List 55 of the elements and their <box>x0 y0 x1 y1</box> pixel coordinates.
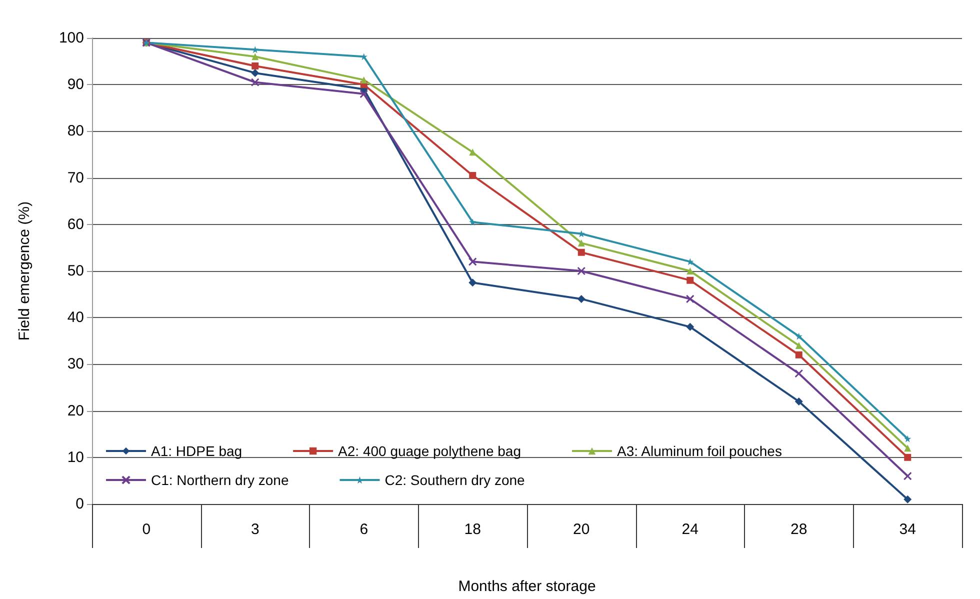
legend-label: C2: Southern dry zone <box>384 472 526 488</box>
y-tick-label: 90 <box>67 76 84 94</box>
point <box>904 444 912 452</box>
point <box>904 495 912 504</box>
point <box>904 454 912 461</box>
y-tick-label: 0 <box>76 496 84 512</box>
x-tick-label: 3 <box>250 521 260 538</box>
point <box>468 278 477 287</box>
legend-label: C1: Northern dry zone <box>151 472 289 488</box>
x-tick-label: 24 <box>682 521 698 538</box>
point <box>904 435 912 442</box>
y-tick-label: 40 <box>67 309 84 326</box>
y-tick-label: 70 <box>67 169 84 186</box>
point <box>252 53 259 60</box>
x-tick-label: 6 <box>360 521 368 538</box>
y-tick-label: 10 <box>67 448 84 466</box>
point <box>469 148 476 156</box>
point <box>360 76 368 84</box>
x-tick-label: 28 <box>790 521 808 538</box>
y-tick-label: 30 <box>67 356 84 373</box>
x-axis-title: Months after storage <box>458 578 596 595</box>
point <box>469 218 476 226</box>
point <box>795 342 802 350</box>
legend-label: A2: 400 guage polythene bag <box>338 443 521 459</box>
y-tick-label: 60 <box>67 216 84 233</box>
y-tick-label: 80 <box>67 122 84 140</box>
point <box>794 369 804 378</box>
x-tick-label: 0 <box>142 521 151 538</box>
point <box>468 257 477 266</box>
x-tick-label: 20 <box>573 521 590 538</box>
point <box>360 90 368 98</box>
point <box>252 62 259 70</box>
point <box>903 472 912 480</box>
y-tick-label: 20 <box>67 402 84 420</box>
point <box>469 172 476 179</box>
point <box>577 266 586 276</box>
y-axis-title: Field emergence (%) <box>16 201 33 341</box>
point <box>795 332 802 340</box>
y-tick-label: 50 <box>67 262 84 280</box>
legend-label: A3: Aluminum foil pouches <box>616 443 782 459</box>
point <box>577 294 586 303</box>
point <box>686 268 694 274</box>
point <box>686 294 694 304</box>
x-tick-label: 18 <box>464 521 481 538</box>
point <box>794 397 803 406</box>
point <box>686 276 694 284</box>
legend-label: A1: HDPE bag <box>151 443 242 459</box>
y-tick-label: 100 <box>58 30 84 46</box>
point <box>251 68 260 77</box>
point <box>795 351 802 358</box>
point <box>578 240 585 247</box>
point <box>578 248 585 256</box>
x-tick-label: 34 <box>899 521 916 538</box>
point <box>250 78 260 87</box>
point <box>686 322 694 331</box>
